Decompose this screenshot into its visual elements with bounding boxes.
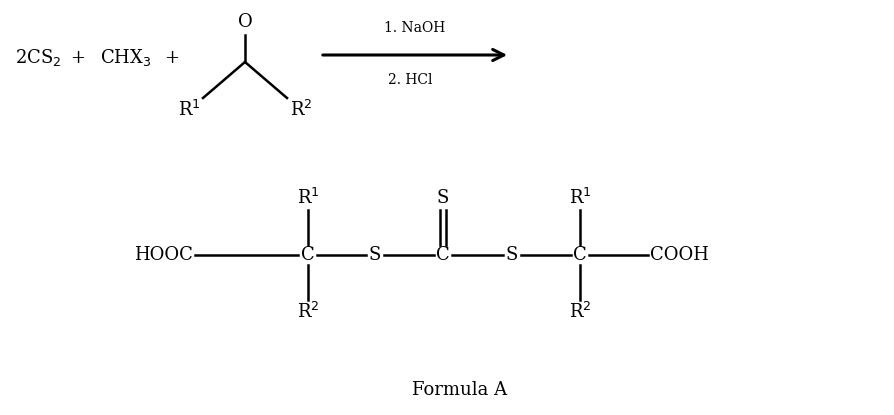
Text: R$^1$: R$^1$ bbox=[178, 100, 200, 120]
Text: C: C bbox=[300, 246, 315, 264]
Text: R$^1$: R$^1$ bbox=[568, 188, 591, 208]
Text: R$^1$: R$^1$ bbox=[297, 188, 319, 208]
Text: +: + bbox=[71, 49, 86, 67]
Text: S: S bbox=[436, 189, 449, 207]
Text: S: S bbox=[505, 246, 518, 264]
Text: CHX$_3$: CHX$_3$ bbox=[100, 47, 151, 68]
Text: O: O bbox=[238, 13, 252, 31]
Text: 2. HCl: 2. HCl bbox=[387, 73, 432, 87]
Text: HOOC: HOOC bbox=[134, 246, 193, 264]
Text: R$^2$: R$^2$ bbox=[297, 302, 319, 322]
Text: C: C bbox=[435, 246, 450, 264]
Text: Formula A: Formula A bbox=[412, 381, 507, 399]
Text: COOH: COOH bbox=[649, 246, 708, 264]
Text: S: S bbox=[368, 246, 381, 264]
Text: 1. NaOH: 1. NaOH bbox=[384, 21, 445, 35]
Text: R$^2$: R$^2$ bbox=[568, 302, 591, 322]
Text: +: + bbox=[164, 49, 180, 67]
Text: 2CS$_2$: 2CS$_2$ bbox=[15, 47, 62, 68]
Text: R$^2$: R$^2$ bbox=[290, 100, 312, 120]
Text: C: C bbox=[572, 246, 586, 264]
